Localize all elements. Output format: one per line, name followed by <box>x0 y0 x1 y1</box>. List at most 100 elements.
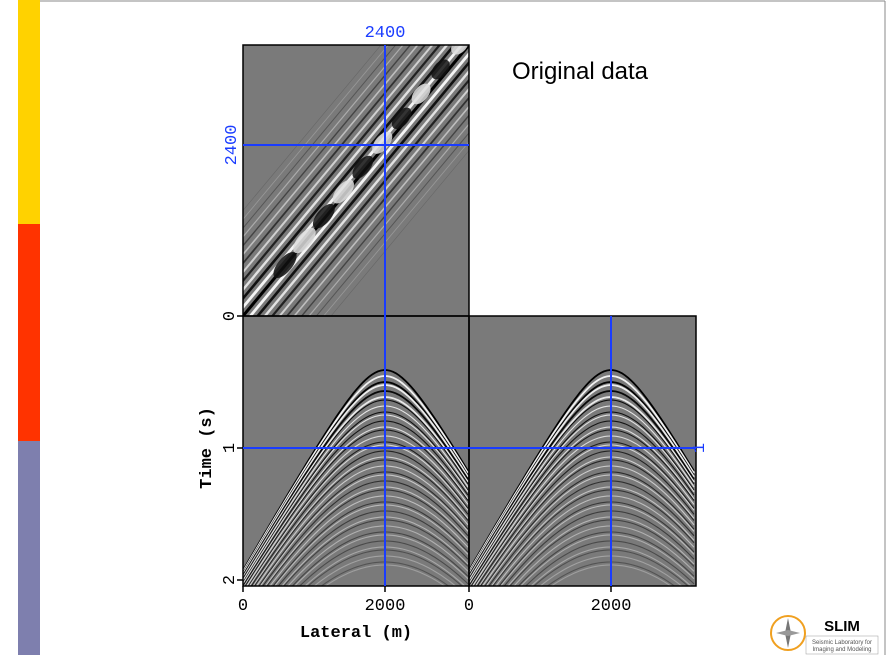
texture <box>503 510 695 586</box>
logo-tagline: Seismic Laboratory for <box>812 640 872 646</box>
texture <box>312 203 335 229</box>
logo: SLIM Seismic Laboratory for Imaging and … <box>770 615 879 655</box>
texture <box>243 45 382 211</box>
texture <box>469 411 695 583</box>
texture <box>287 525 469 586</box>
texture <box>243 414 469 584</box>
texture <box>255 60 469 316</box>
texture <box>270 78 469 316</box>
texture <box>281 516 469 586</box>
slide-title: Original data <box>512 58 649 85</box>
texture <box>294 534 469 586</box>
texture <box>500 504 695 586</box>
texture <box>243 45 389 220</box>
texture <box>323 141 469 316</box>
y-axis-label: Time (s) <box>198 407 217 489</box>
sidebar-blue <box>18 441 40 655</box>
texture <box>498 501 695 586</box>
texture <box>332 179 354 204</box>
texture <box>492 489 695 586</box>
texture <box>469 384 695 575</box>
texture <box>431 59 450 80</box>
texture <box>550 564 672 586</box>
texture <box>291 531 469 586</box>
texture <box>269 495 469 586</box>
texture <box>243 45 434 274</box>
ticks <box>237 315 612 592</box>
texture <box>264 486 469 586</box>
texture <box>469 396 695 578</box>
texture <box>507 516 695 586</box>
texture <box>524 540 695 586</box>
crosshair-label-right: 1 <box>691 443 710 453</box>
texture <box>243 396 469 578</box>
texture <box>307 549 463 586</box>
panel-fk <box>243 45 469 316</box>
texture <box>517 531 695 586</box>
texture <box>259 474 469 586</box>
texture <box>469 414 695 584</box>
texture <box>469 426 695 586</box>
texture <box>243 45 442 283</box>
texture <box>243 426 469 586</box>
texture <box>469 405 695 581</box>
texture <box>243 45 419 256</box>
texture <box>243 405 469 581</box>
texture <box>495 495 695 586</box>
texture <box>248 444 469 586</box>
texture <box>278 87 469 316</box>
texture <box>243 390 469 577</box>
texture <box>243 45 427 265</box>
texture <box>451 45 469 55</box>
texture <box>263 69 469 316</box>
texture <box>243 45 449 292</box>
texture <box>243 384 469 575</box>
texture <box>262 480 469 586</box>
y-tick-label: 1 <box>221 443 240 453</box>
texture <box>285 96 469 316</box>
texture <box>474 444 695 586</box>
texture <box>391 107 412 130</box>
texture <box>485 474 695 586</box>
texture <box>253 459 469 586</box>
texture <box>546 561 676 586</box>
crosshair-label-left: 2400 <box>223 125 242 166</box>
texture <box>252 456 469 586</box>
crosshair-label-top: 2400 <box>365 24 406 43</box>
texture <box>513 525 695 586</box>
texture <box>330 150 469 316</box>
texture <box>300 114 469 316</box>
texture <box>273 251 297 279</box>
texture <box>473 441 695 586</box>
texture <box>320 561 450 586</box>
texture <box>352 155 374 179</box>
texture <box>533 549 689 586</box>
texture <box>243 45 457 301</box>
sidebar-yellow <box>18 0 40 224</box>
sidebar-red <box>18 224 40 441</box>
texture <box>479 459 695 586</box>
texture <box>266 489 469 586</box>
x-tick-label: 0 <box>464 597 474 616</box>
texture <box>258 471 469 586</box>
texture <box>469 399 695 579</box>
x-tick-label: 0 <box>238 597 248 616</box>
x-tick-label: 2000 <box>365 597 406 616</box>
texture <box>520 534 695 586</box>
texture <box>470 429 695 586</box>
texture <box>539 555 683 586</box>
texture <box>472 435 695 586</box>
texture <box>243 45 412 247</box>
texture <box>315 132 469 316</box>
y-tick-label: 0 <box>221 311 240 321</box>
texture <box>469 375 695 573</box>
texture <box>490 486 695 586</box>
x-axis-label: Lateral (m) <box>300 624 412 643</box>
texture <box>476 450 695 586</box>
texture <box>246 435 469 586</box>
texture <box>256 465 469 586</box>
texture <box>469 390 695 577</box>
texture <box>243 45 397 229</box>
logo-name: SLIM <box>824 618 860 635</box>
texture <box>298 540 469 586</box>
